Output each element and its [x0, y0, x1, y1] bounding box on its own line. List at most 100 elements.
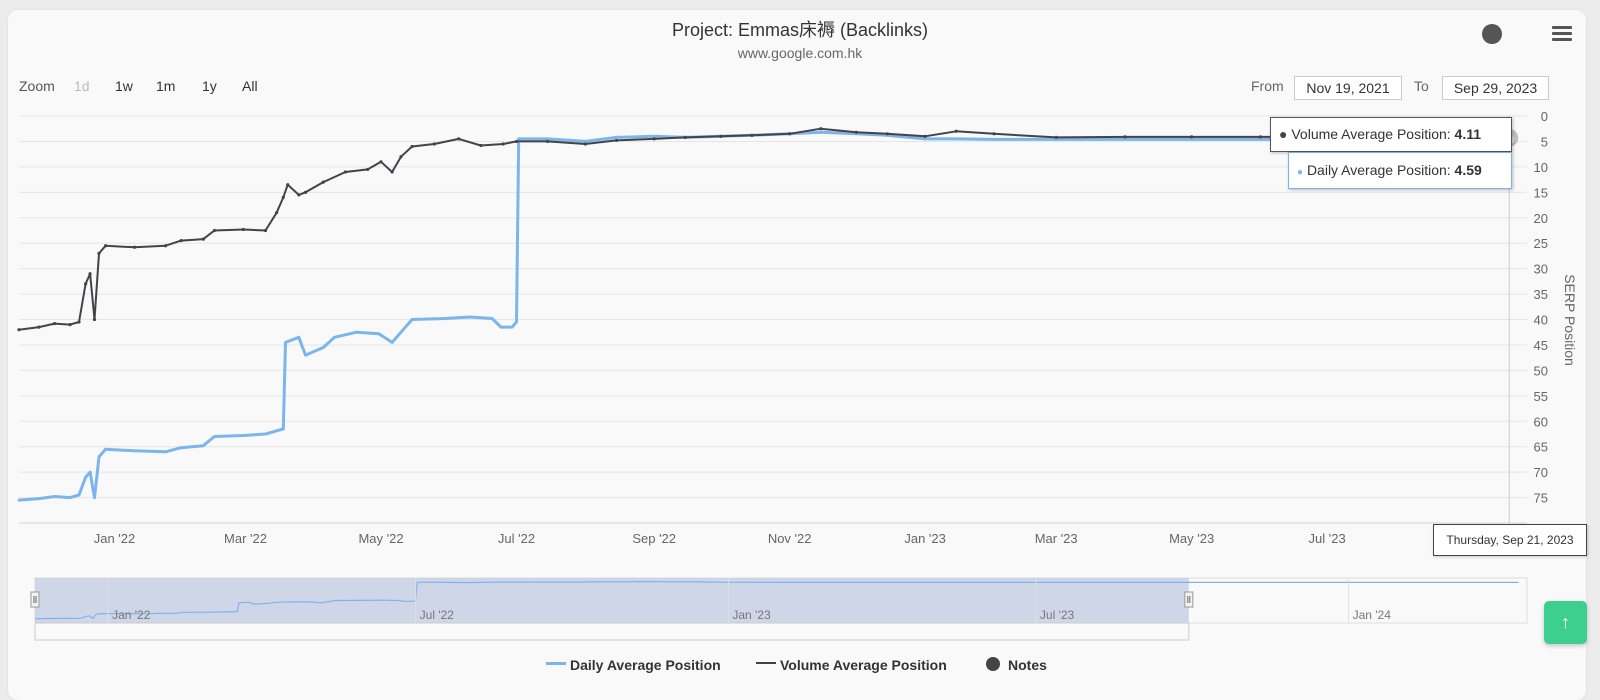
volume-point	[52, 321, 57, 326]
x-tick-label: Mar '22	[224, 531, 267, 546]
y-tick-label: 25	[1534, 236, 1548, 251]
date-tooltip: Thursday, Sep 21, 2023	[1433, 524, 1587, 556]
x-tick-label: Jul '22	[498, 531, 535, 546]
daily-point	[17, 498, 21, 502]
volume-point	[88, 272, 92, 276]
daily-point	[84, 475, 88, 479]
volume-tooltip-value: 4.11	[1454, 126, 1482, 142]
volume-tooltip: ● Volume Average Position: 4.11	[1270, 117, 1512, 152]
daily-point	[490, 317, 494, 320]
daily-point	[583, 140, 587, 143]
volume-point	[750, 133, 754, 137]
volume-point	[17, 328, 21, 332]
volume-point	[97, 251, 101, 255]
chart-title: Project: Emmas床褥 (Backlinks)	[671, 20, 929, 40]
y-tick-label: 40	[1534, 313, 1548, 328]
y-tick-label: 15	[1534, 185, 1548, 200]
daily-point	[133, 449, 136, 453]
x-axis-ticks: Jan '22 Mar '22 May '22 Jul '22 Sep '22 Nov '…	[94, 531, 1346, 546]
zoom-1d-button[interactable]: 1d	[74, 78, 90, 94]
navigator[interactable]: Jan '22 Jul '22 Jan '23 Jul '23 Jan '24	[30, 577, 1528, 641]
daily-point	[284, 340, 287, 344]
volume-point	[132, 245, 137, 249]
daily-point	[510, 325, 514, 329]
series-group	[17, 127, 1511, 502]
legend-daily[interactable]: Daily Average Position	[570, 657, 721, 673]
daily-point	[517, 137, 521, 141]
legend-volume-symbol	[756, 662, 776, 664]
navigator-left-handle[interactable]	[30, 591, 40, 608]
y-tick-label: 5	[1541, 134, 1548, 149]
volume-point	[68, 322, 72, 327]
daily-point	[954, 137, 958, 141]
volume-point	[719, 134, 723, 138]
volume-point	[399, 155, 403, 159]
daily-series-line[interactable]	[18, 130, 1510, 502]
legend-notes[interactable]: Notes	[1008, 657, 1047, 673]
x-tick-label: Sep '22	[632, 531, 676, 546]
volume-point	[275, 211, 279, 215]
volume-point	[432, 142, 436, 146]
volume-point	[212, 228, 217, 233]
daily-point	[264, 432, 267, 436]
x-tick-label: Nov '22	[768, 531, 812, 546]
daily-point	[410, 318, 414, 321]
daily-point	[321, 346, 325, 349]
daily-point	[399, 330, 403, 334]
volume-point	[77, 320, 81, 324]
volume-tooltip-dot-icon: ●	[1279, 126, 1288, 142]
volume-tooltip-label: Volume Average Position:	[1291, 126, 1455, 142]
zoom-label: Zoom	[19, 78, 55, 94]
volume-point	[652, 137, 656, 141]
daily-tooltip-value: 4.59	[1454, 162, 1482, 178]
scroll-top-button[interactable]: ↑	[1544, 601, 1587, 644]
navigator-tick-label: Jul '22	[420, 608, 455, 622]
notes-toggle-icon[interactable]	[1482, 24, 1502, 44]
volume-point	[514, 139, 519, 144]
chart-subtitle: www.google.com.hk	[737, 45, 863, 61]
daily-point	[104, 447, 108, 451]
legend-volume[interactable]: Volume Average Position	[780, 657, 947, 673]
to-date-input[interactable]: Sep 29, 2023	[1442, 76, 1549, 100]
navigator-scrollbar[interactable]	[34, 622, 1190, 641]
y-tick-label: 70	[1534, 465, 1548, 480]
y-tick-label: 30	[1534, 262, 1548, 277]
y-tick-label: 75	[1534, 491, 1548, 506]
navigator-tick-label: Jan '22	[112, 608, 151, 622]
zoom-1w-button[interactable]: 1w	[115, 78, 133, 94]
daily-tooltip-dot-icon: ●	[1297, 167, 1304, 178]
volume-point	[84, 282, 88, 286]
daily-point	[88, 470, 92, 474]
daily-point	[1190, 138, 1194, 141]
from-date-input[interactable]: Nov 19, 2021	[1294, 76, 1402, 100]
daily-point	[53, 495, 56, 498]
daily-point	[615, 135, 618, 139]
volume-point	[303, 190, 308, 194]
zoom-1m-button[interactable]: 1m	[156, 78, 176, 94]
volume-point	[37, 325, 41, 329]
volume-point	[390, 170, 394, 174]
volume-point	[1054, 135, 1058, 139]
x-tick-label: May '22	[358, 531, 403, 546]
daily-point	[164, 450, 167, 454]
navigator-tick-label: Jul '23	[1040, 608, 1075, 622]
x-tick-label: Jul '23	[1309, 531, 1346, 546]
navigator-tick-label: Jan '23	[732, 608, 771, 622]
hamburger-icon[interactable]	[1552, 26, 1572, 42]
y-axis-ticks: 0 5 10 15 20 25 30 35 40 45 50 55 60 65 70 75	[1534, 109, 1548, 506]
zoom-1y-button[interactable]: 1y	[202, 78, 217, 94]
daily-point	[390, 340, 394, 344]
daily-point	[444, 317, 447, 320]
daily-tooltip-label: Daily Average Position:	[1306, 162, 1455, 178]
daily-point	[97, 455, 101, 459]
volume-point	[343, 170, 348, 174]
volume-point	[104, 244, 108, 248]
chart-svg[interactable]: 0 5 10 15 20 25 30 35 40 45 50 55 60 65 70 75 Jan '22 Ma…	[0, 0, 1600, 683]
navigator-selection[interactable]	[35, 578, 1189, 623]
navigator-right-handle[interactable]	[1184, 591, 1194, 608]
daily-point	[546, 137, 549, 141]
volume-point	[992, 132, 996, 136]
daily-point	[179, 446, 183, 450]
daily-point	[241, 434, 245, 437]
zoom-all-button[interactable]: All	[242, 78, 258, 94]
